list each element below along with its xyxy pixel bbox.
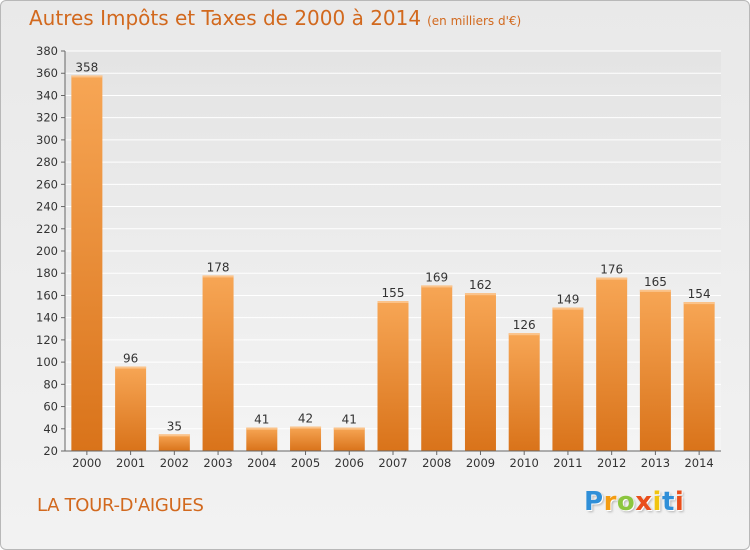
bar-value-label: 155: [382, 286, 405, 300]
x-tick-label: 2010: [510, 456, 539, 470]
y-tick-label: 140: [36, 311, 58, 325]
bar-value-label: 178: [207, 260, 230, 274]
bar-value-label: 176: [600, 263, 623, 277]
bar-2013: [639, 289, 671, 451]
y-tick-label: 100: [36, 355, 58, 369]
y-tick-label: 40: [43, 422, 58, 436]
bar-value-label: 154: [688, 287, 711, 301]
y-tick-label: 160: [36, 288, 58, 302]
bar-highlight: [421, 285, 453, 288]
bar-2005: [290, 426, 322, 451]
y-tick-label: 220: [36, 222, 58, 236]
bar-value-label: 42: [298, 412, 313, 426]
y-tick-label: 280: [36, 155, 58, 169]
bar-highlight: [552, 307, 584, 310]
bar-2001: [115, 366, 147, 451]
x-tick-label: 2005: [291, 456, 320, 470]
y-tick-label: 60: [43, 400, 58, 414]
y-tick-label: 340: [36, 88, 58, 102]
bar-2014: [683, 302, 715, 451]
bar-value-label: 165: [644, 275, 667, 289]
bar-2008: [421, 285, 453, 451]
bar-value-label: 96: [123, 352, 138, 366]
bar-value-label: 162: [469, 278, 492, 292]
bar-highlight: [639, 289, 671, 292]
bar-highlight: [377, 301, 409, 303]
x-tick-label: 2011: [553, 456, 582, 470]
bar-highlight: [508, 333, 540, 336]
bar-highlight: [290, 426, 322, 429]
y-tick-label: 20: [43, 444, 58, 458]
x-tick-label: 2007: [378, 456, 407, 470]
bar-highlight: [115, 366, 147, 369]
x-tick-label: 2009: [466, 456, 495, 470]
chart-title-block: Autres Impôts et Taxes de 2000 à 2014 (en…: [29, 6, 521, 30]
logo-letter: o: [616, 487, 636, 517]
x-tick-label: 2001: [116, 456, 145, 470]
bar-highlight: [246, 427, 278, 430]
chart-title: Autres Impôts et Taxes de 2000 à 2014: [29, 6, 422, 30]
bar-highlight: [333, 427, 365, 430]
y-tick-label: 120: [36, 333, 58, 347]
y-tick-label: 180: [36, 266, 58, 280]
bar-highlight: [71, 75, 103, 78]
y-tick-label: 260: [36, 177, 58, 191]
bar-highlight: [683, 302, 715, 305]
x-tick-label: 2003: [203, 456, 232, 470]
y-tick-label: 380: [36, 44, 58, 58]
bar-2004: [246, 427, 278, 451]
y-tick-label: 200: [36, 244, 58, 258]
y-tick-label: 300: [36, 133, 58, 147]
bar-2010: [508, 333, 540, 451]
bar-value-label: 358: [75, 60, 98, 74]
logo-letter: x: [635, 487, 653, 517]
logo-letter: i: [652, 487, 662, 517]
bar-2006: [333, 427, 365, 451]
bar-value-label: 169: [425, 270, 448, 284]
bar-2002: [158, 434, 190, 451]
bar-value-label: 35: [167, 419, 182, 433]
logo-letter: i: [674, 487, 685, 517]
y-tick-label: 80: [43, 377, 58, 391]
y-tick-label: 320: [36, 111, 58, 125]
bar-2003: [202, 275, 234, 451]
y-tick-label: 240: [36, 200, 58, 214]
bar-highlight: [596, 277, 628, 280]
x-tick-label: 2006: [335, 456, 364, 470]
bar-highlight: [464, 293, 496, 296]
proxiti-logo: Proxiti: [584, 487, 684, 517]
bar-value-label: 41: [254, 413, 269, 427]
x-tick-label: 2008: [422, 456, 451, 470]
bar-2007: [377, 301, 409, 451]
y-tick-label: 360: [36, 66, 58, 80]
logo-letter: r: [603, 487, 617, 517]
x-tick-label: 2000: [72, 456, 101, 470]
bar-highlight: [202, 275, 234, 278]
location-label: LA TOUR-D'AIGUES: [37, 495, 204, 516]
bar-value-label: 149: [556, 293, 579, 307]
bar-2000: [71, 75, 103, 451]
x-tick-label: 2013: [641, 456, 670, 470]
bar-2011: [552, 307, 584, 451]
logo-letter: t: [661, 487, 675, 517]
bar-2012: [596, 277, 628, 451]
bar-2009: [464, 293, 496, 451]
x-tick-label: 2002: [160, 456, 189, 470]
bar-value-label: 41: [342, 413, 357, 427]
x-tick-label: 2004: [247, 456, 276, 470]
x-tick-label: 2014: [684, 456, 713, 470]
logo-letter: P: [584, 487, 604, 517]
bar-value-label: 126: [513, 318, 536, 332]
x-tick-label: 2012: [597, 456, 626, 470]
bar-highlight: [158, 434, 190, 437]
chart-unit-label: (en milliers d'€): [427, 14, 522, 28]
